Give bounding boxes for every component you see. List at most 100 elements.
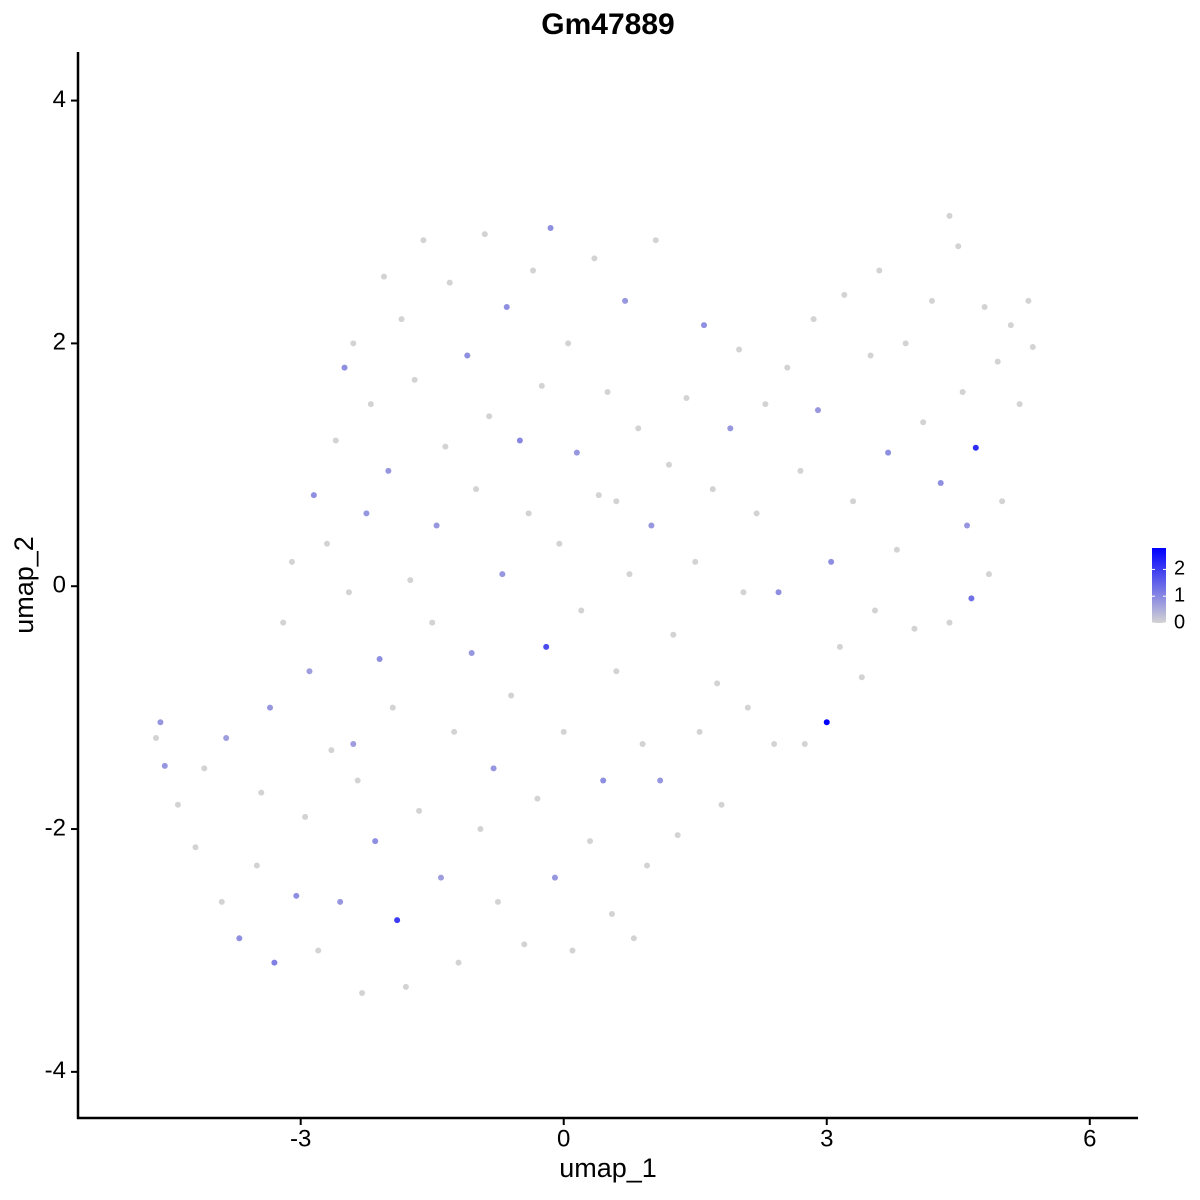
cell-point: [591, 255, 598, 262]
cell-point: [893, 546, 900, 553]
cell-point: [288, 558, 295, 565]
cell-point: [411, 376, 418, 383]
cell-point: [714, 680, 721, 687]
cell-point: [648, 522, 655, 529]
cell-point: [797, 467, 804, 474]
cell-point: [775, 589, 782, 596]
cell-point: [420, 237, 427, 244]
cell-point: [718, 801, 725, 808]
cell-point: [946, 619, 953, 626]
colorbar-tick-label: 0: [1174, 611, 1185, 633]
cell-point: [402, 983, 409, 990]
cell-point: [258, 789, 265, 796]
x-tick-label: 3: [820, 1125, 833, 1152]
cell-point: [494, 898, 501, 905]
cell-point: [302, 813, 309, 820]
cell-point: [359, 989, 366, 996]
cell-point: [850, 498, 857, 505]
cell-point: [306, 668, 313, 675]
y-tick-label: 2: [53, 329, 66, 356]
cell-point: [508, 692, 515, 699]
cell-point: [394, 917, 401, 924]
cell-point: [569, 947, 576, 954]
cell-point: [525, 510, 532, 517]
cell-point: [801, 741, 808, 748]
cell-point: [753, 510, 760, 517]
colorbar: [1152, 548, 1166, 623]
cell-point: [709, 486, 716, 493]
cell-point: [964, 522, 971, 529]
cell-point: [999, 498, 1006, 505]
cell-point: [315, 947, 322, 954]
cell-point: [920, 419, 927, 426]
cell-point: [538, 382, 545, 389]
cell-point: [841, 291, 848, 298]
cell-point: [994, 358, 1001, 365]
cell-point: [337, 898, 344, 905]
cell-point: [823, 719, 830, 726]
cell-point: [398, 316, 405, 323]
cell-point: [455, 959, 462, 966]
cell-point: [959, 388, 966, 395]
cell-point: [674, 832, 681, 839]
cell-point: [630, 935, 637, 942]
cell-point: [740, 589, 747, 596]
cell-point: [1016, 401, 1023, 408]
cell-point: [871, 607, 878, 614]
cell-point: [902, 340, 909, 347]
cell-point: [481, 231, 488, 238]
cell-point: [771, 741, 778, 748]
cell-point: [744, 704, 751, 711]
cell-point: [280, 619, 287, 626]
cell-point: [218, 898, 225, 905]
cell-point: [267, 704, 274, 711]
cell-point: [543, 643, 550, 650]
cell-point: [551, 874, 558, 881]
cell-point: [236, 935, 243, 942]
cell-point: [972, 444, 979, 451]
cell-point: [1029, 344, 1036, 351]
cell-point: [407, 577, 414, 584]
cell-point: [867, 352, 874, 359]
cell-point: [380, 273, 387, 280]
y-tick-label: 0: [53, 572, 66, 599]
cell-point: [652, 237, 659, 244]
cell-point: [858, 674, 865, 681]
cell-point: [363, 510, 370, 517]
cell-point: [692, 558, 699, 565]
cell-point: [451, 728, 458, 735]
cell-point: [341, 364, 348, 371]
cell-point: [573, 449, 580, 456]
cell-point: [350, 741, 357, 748]
cell-point: [885, 449, 892, 456]
x-axis-title: umap_1: [559, 1153, 657, 1183]
cell-point: [565, 340, 572, 347]
cell-point: [928, 297, 935, 304]
cell-point: [810, 316, 817, 323]
cell-point: [937, 480, 944, 487]
cell-point: [310, 492, 317, 499]
cell-point: [701, 322, 708, 329]
cell-point: [608, 911, 615, 918]
cell-point: [376, 656, 383, 663]
cell-point: [657, 777, 664, 784]
cell-point: [446, 279, 453, 286]
cell-point: [626, 571, 633, 578]
cell-point: [477, 826, 484, 833]
cell-point: [828, 558, 835, 565]
y-tick-label: -4: [45, 1057, 66, 1084]
cell-point: [201, 765, 208, 772]
cell-point: [613, 498, 620, 505]
cell-point: [328, 747, 335, 754]
cell-point: [323, 540, 330, 547]
cell-point: [442, 443, 449, 450]
cell-point: [332, 437, 339, 444]
cell-point: [1007, 322, 1014, 329]
cell-point: [946, 212, 953, 219]
colorbar-tick-label: 1: [1174, 584, 1185, 606]
cell-point: [1025, 297, 1032, 304]
x-tick-label: 0: [557, 1125, 570, 1152]
cell-point: [161, 762, 168, 769]
y-tick-label: 4: [53, 86, 66, 113]
cell-point: [367, 401, 374, 408]
